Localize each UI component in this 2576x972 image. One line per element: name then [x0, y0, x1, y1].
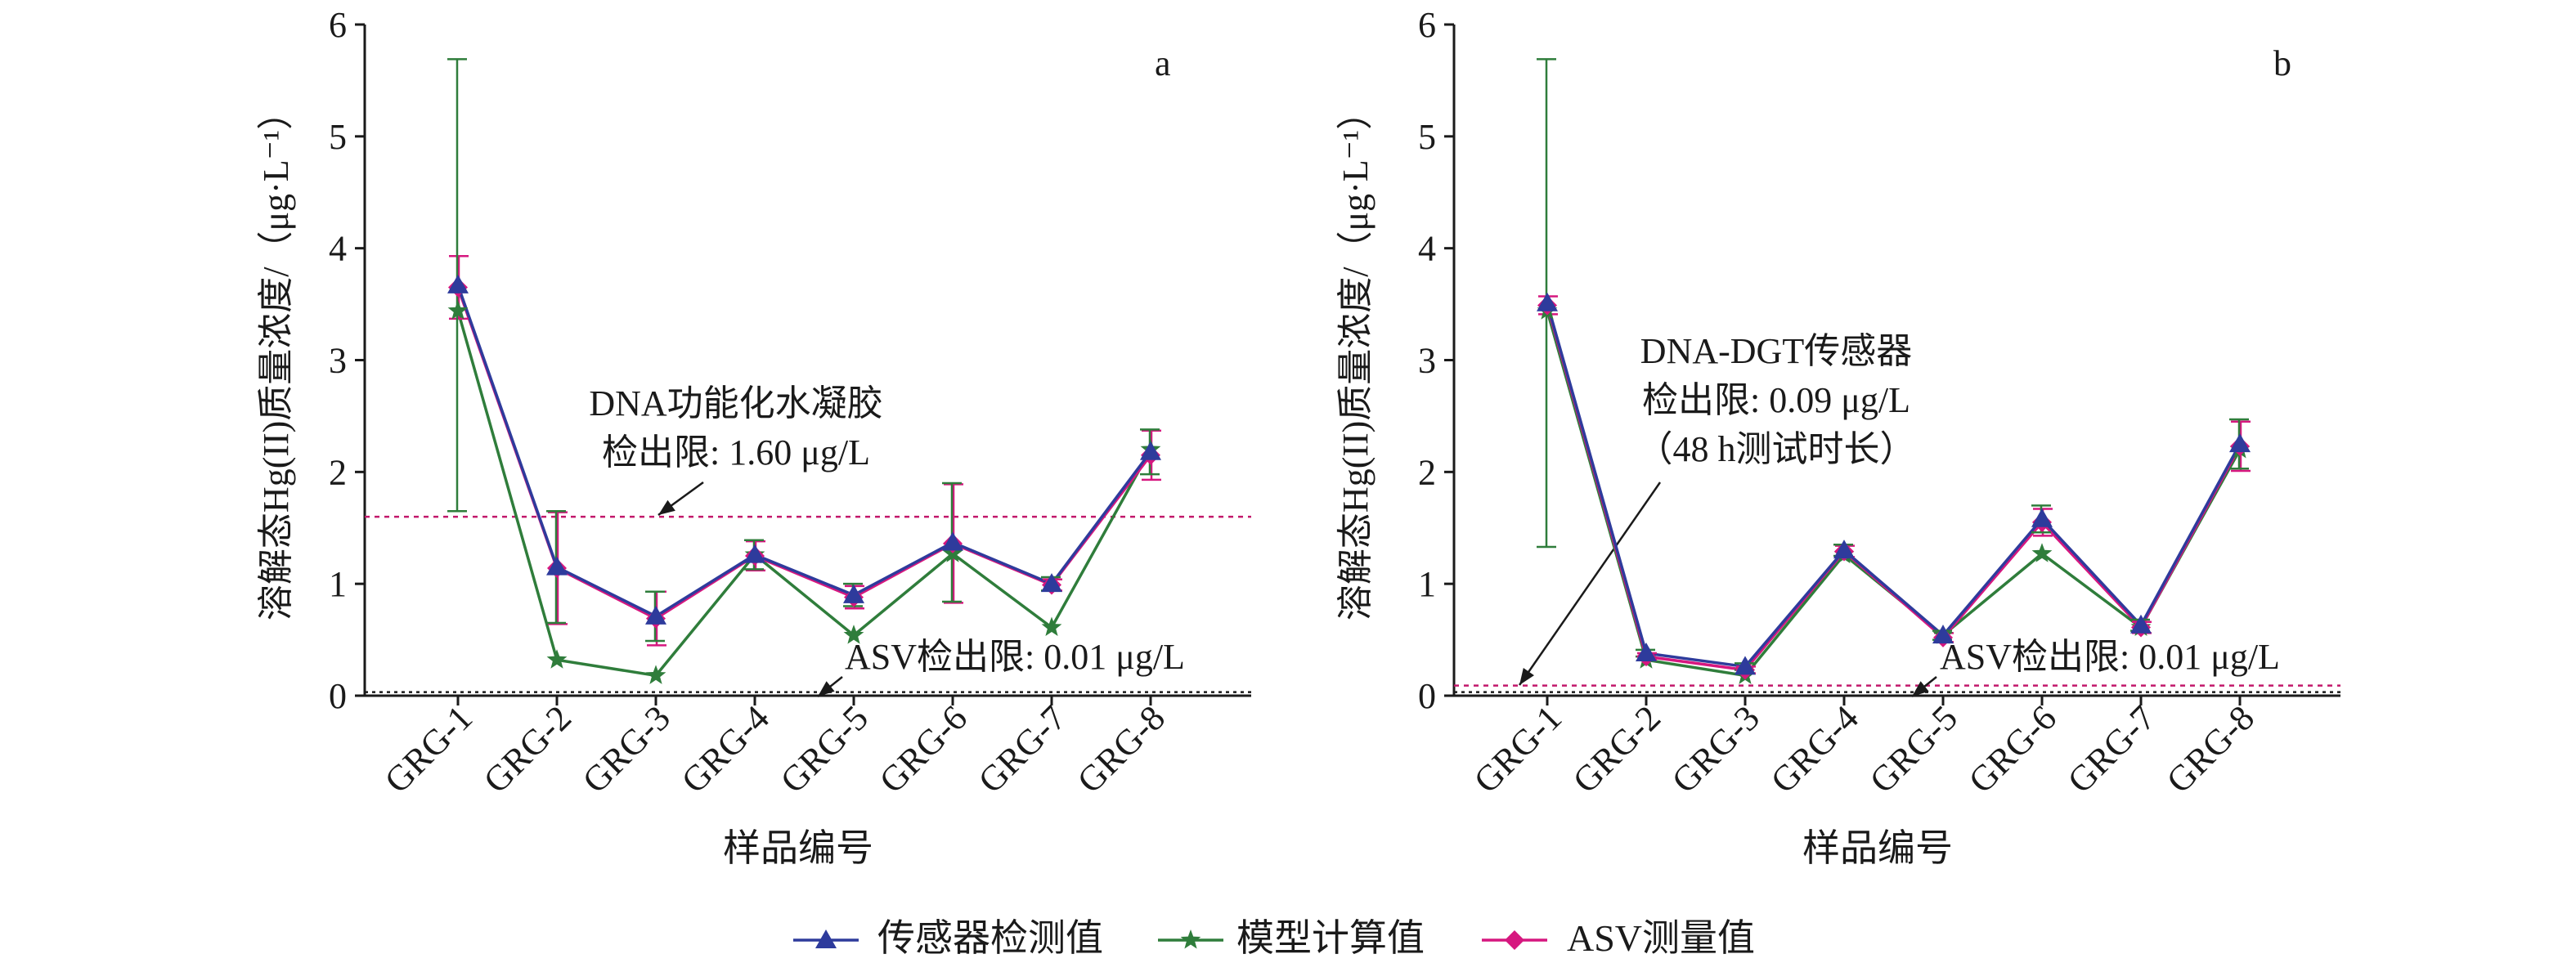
panel-b-xtick-label: GRG-1	[1466, 697, 1569, 800]
panel-b-limit-arrow-head	[1519, 668, 1534, 685]
panel-a-ytick-label: 3	[329, 341, 347, 381]
panel-a-series	[447, 58, 1161, 684]
panel-a-limit-text-1: DNA功能化水凝胶	[589, 383, 882, 423]
panel-a-sensor-point	[942, 531, 963, 551]
legend-label-asv: ASV测量值	[1567, 917, 1755, 959]
panel-b-ytick-label: 0	[1418, 676, 1436, 716]
panel-b-xtick-label: GRG-2	[1565, 697, 1668, 800]
panel-b-xtick-label: GRG-6	[1961, 697, 2064, 800]
panel-a-ytick-label: 2	[329, 452, 347, 492]
panel-b-label: b	[2273, 43, 2291, 83]
panel-a-model-line	[456, 310, 1152, 678]
panel-b-sensor-line	[1546, 302, 2242, 669]
panel-a-sensor-point	[843, 584, 864, 603]
panel-a-xtick-label: GRG-8	[1070, 697, 1173, 800]
panel-a-asv-text: ASV检出限: 0.01 μg/L	[845, 637, 1185, 677]
panel-a-model-point	[1041, 616, 1062, 636]
panel-b-ylabel: 溶解态Hg(II)质量浓度/（μg·L⁻¹）	[1335, 94, 1376, 620]
panel-a-ytick-label: 6	[329, 5, 347, 45]
legend-marker-0	[815, 929, 837, 948]
panel-b-sensor-point	[2130, 614, 2152, 634]
panel-b-ytick-label: 4	[1418, 229, 1436, 269]
panel-b-limit-arrow-shaft	[1518, 482, 1662, 686]
panel-b-xtick-label: GRG-7	[2060, 697, 2163, 800]
panel-b-reference-lines	[1454, 482, 2340, 697]
legend-item-asv: ASV测量值	[1482, 917, 1755, 959]
panel-b-model-point	[2031, 543, 2053, 562]
panel-b-limit-text-2: 检出限: 0.09 μg/L	[1642, 380, 1910, 420]
legend: 传感器检测值 模型计算值 ASV测量值	[793, 917, 1755, 959]
panel-b-sensor-point	[1636, 643, 1657, 662]
panel-a-ytick-label: 5	[329, 117, 347, 157]
panel-b-sensor-point	[1932, 625, 1954, 644]
panel-a-sensor-point	[1041, 573, 1062, 593]
panel-b-ytick-label: 2	[1418, 452, 1436, 492]
panel-b-xtick-label: GRG-5	[1862, 697, 1965, 800]
panel-a-model-point	[843, 625, 864, 644]
panel-a-label: a	[1155, 43, 1171, 83]
legend-label-model: 模型计算值	[1236, 917, 1425, 959]
panel-a-model-point	[645, 665, 666, 684]
panel-a-sensor-point	[1140, 441, 1161, 460]
panel-a-sensor-point	[546, 556, 568, 576]
panel-a-sensor-point	[645, 605, 666, 625]
panel-b-limit-text-1: DNA-DGT传感器	[1640, 331, 1912, 371]
panel-a-model-point	[447, 300, 469, 320]
panel-a-sensor-line	[456, 284, 1152, 618]
panel-a-limit-arrow-head	[658, 499, 675, 515]
panel-a-xtick-label: GRG-1	[377, 697, 480, 800]
panel-b-sensor-point	[2229, 433, 2251, 453]
panel-a-asv-arrow-head	[818, 681, 835, 697]
panel-a-xtick-label: GRG-3	[575, 697, 678, 800]
panel-b-xtick-label: GRG-8	[2159, 697, 2262, 800]
panel-b: b 溶解态Hg(II)质量浓度/（μg·L⁻¹） 样品编号 DNA-DGT传感器…	[1335, 5, 2340, 869]
panel-b-xtick-label: GRG-3	[1664, 697, 1767, 800]
panel-a-sensor-point	[744, 544, 765, 563]
panel-b-xlabel: 样品编号	[1802, 827, 1953, 869]
panel-b-xtick-label: GRG-4	[1763, 697, 1866, 800]
legend-marker-1	[1180, 929, 1201, 949]
legend-item-sensor: 传感器检测值	[793, 917, 1103, 959]
panel-a: a 溶解态Hg(II)质量浓度/（μg·L⁻¹） 样品编号 DNA功能化水凝胶 …	[256, 5, 1251, 869]
panel-b-limit-text-3: （48 h测试时长）	[1637, 429, 1916, 469]
panel-a-ytick-label: 0	[329, 676, 347, 716]
legend-marker-2	[1505, 930, 1524, 950]
panel-b-sensor-point	[2031, 508, 2053, 527]
panel-a-model-point	[546, 649, 568, 669]
panel-a-xtick-label: GRG-2	[476, 697, 579, 800]
legend-item-model: 模型计算值	[1158, 917, 1425, 959]
panel-a-xtick-label: GRG-4	[674, 697, 777, 800]
panel-a-xlabel: 样品编号	[723, 827, 873, 869]
panel-a-xtick-label: GRG-7	[971, 697, 1074, 800]
panel-b-sensor-point	[1537, 292, 1558, 311]
panel-b-ytick-label: 1	[1418, 564, 1436, 604]
panel-b-series	[1537, 58, 2251, 684]
panel-b-sensor-point	[1833, 540, 1855, 559]
panel-a-xtick-label: GRG-6	[872, 697, 975, 800]
panel-a-limit-text-2: 检出限: 1.60 μg/L	[602, 432, 870, 473]
legend-label-sensor: 传感器检测值	[877, 917, 1103, 959]
panel-a-sensor-point	[447, 274, 469, 293]
panel-a-xtick-label: GRG-5	[773, 697, 876, 800]
panel-b-ytick-label: 5	[1418, 117, 1436, 157]
panel-b-ytick-label: 3	[1418, 341, 1436, 381]
panel-a-ylabel: 溶解态Hg(II)质量浓度/（μg·L⁻¹）	[256, 94, 296, 620]
panel-b-sensor-point	[1735, 656, 1756, 675]
panel-b-asv-text: ASV检出限: 0.01 μg/L	[1940, 637, 2280, 677]
panel-b-ytick-label: 6	[1418, 5, 1436, 45]
panel-a-ytick-label: 4	[329, 229, 347, 269]
panel-b-asv-arrow-head	[1912, 681, 1929, 697]
panel-a-ytick-label: 1	[329, 564, 347, 604]
